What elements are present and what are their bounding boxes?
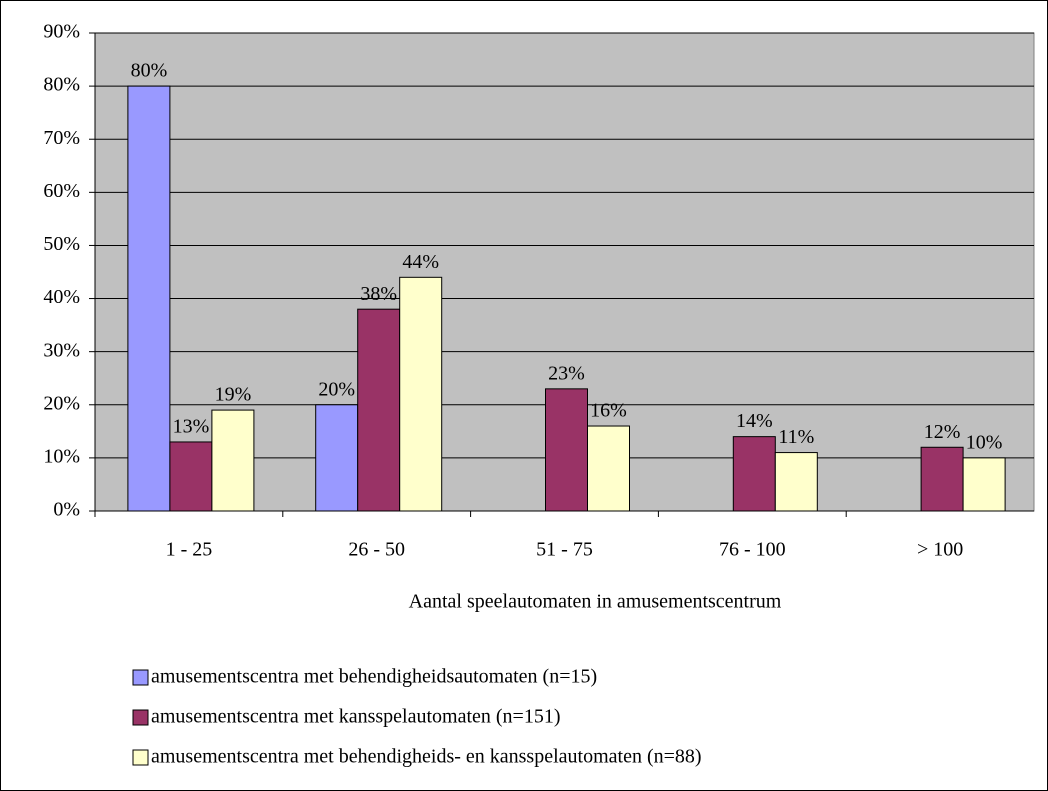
legend-swatch	[132, 749, 149, 766]
bar	[587, 425, 630, 512]
x-tick-label: > 100	[917, 539, 963, 561]
x-tick-label: 76 - 100	[719, 539, 786, 561]
legend-label: amusementscentra met behendigheids- en k…	[151, 746, 702, 768]
data-label: 10%	[966, 431, 1003, 453]
bar	[315, 404, 359, 512]
y-tick-label: 80%	[43, 74, 80, 96]
data-label: 14%	[736, 410, 773, 432]
bar	[774, 452, 818, 512]
legend-label: amusementscentra met behendigheidsautoma…	[151, 666, 597, 688]
bar	[399, 276, 443, 512]
y-tick-label: 60%	[43, 180, 80, 202]
data-label: 19%	[215, 384, 252, 406]
y-tick-label: 90%	[43, 21, 80, 43]
bar	[211, 409, 255, 512]
bar	[127, 85, 171, 512]
legend-label: amusementscentra met kansspelautomaten (…	[151, 706, 560, 728]
bar	[920, 446, 964, 512]
legend-swatch	[132, 669, 149, 686]
data-label: 16%	[590, 400, 627, 422]
bar	[962, 457, 1006, 512]
y-tick-label: 0%	[53, 499, 80, 521]
y-tick-label: 70%	[43, 127, 80, 149]
data-label: 44%	[402, 251, 439, 273]
legend-swatch	[132, 709, 149, 726]
data-label: 80%	[131, 60, 168, 82]
y-tick-label: 30%	[43, 339, 80, 361]
data-label: 12%	[924, 421, 961, 443]
x-tick-label: 1 - 25	[166, 539, 213, 561]
y-tick-label: 10%	[43, 445, 80, 467]
data-label: 38%	[360, 283, 397, 305]
bar	[732, 436, 776, 512]
y-tick-label: 20%	[43, 392, 80, 414]
x-axis-title: Aantal speelautomaten in amusementscentr…	[409, 591, 782, 613]
data-label: 23%	[548, 362, 585, 384]
x-tick-label: 26 - 50	[348, 539, 405, 561]
bar	[545, 388, 588, 512]
bar	[357, 308, 401, 512]
data-label: 13%	[173, 416, 210, 438]
x-tick-label: 51 - 75	[536, 539, 593, 561]
bar	[169, 441, 213, 512]
data-label: 20%	[318, 378, 355, 400]
data-label: 11%	[778, 426, 814, 448]
y-tick-label: 40%	[43, 286, 80, 308]
y-tick-label: 50%	[43, 233, 80, 255]
